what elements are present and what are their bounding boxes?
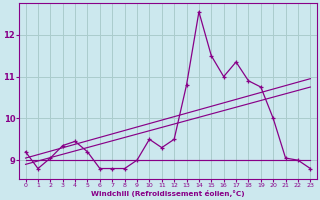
X-axis label: Windchill (Refroidissement éolien,°C): Windchill (Refroidissement éolien,°C) xyxy=(91,190,245,197)
